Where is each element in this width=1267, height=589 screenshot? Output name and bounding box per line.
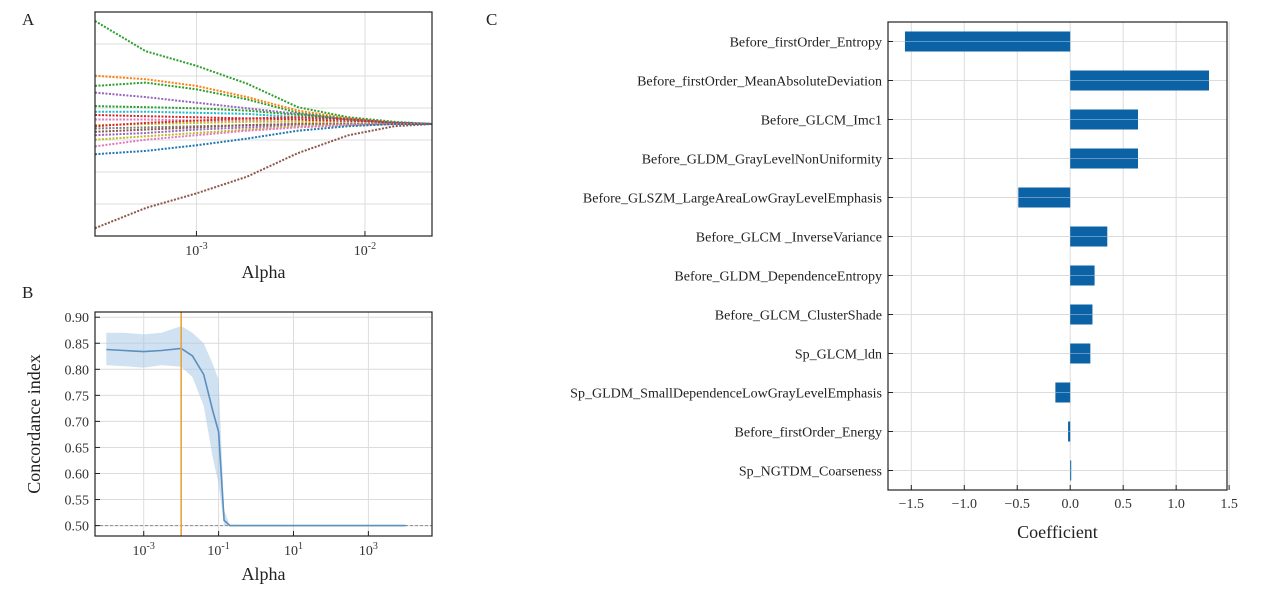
- coefficient-bar: [904, 31, 1071, 52]
- plot-frame: [887, 21, 1228, 491]
- category-label: Before_firstOrder_Energy: [735, 426, 882, 441]
- coefficient-bar: [1070, 460, 1072, 481]
- x-tick-label: −0.5: [1005, 497, 1030, 512]
- panel-b-label: B: [22, 283, 33, 302]
- category-label: Sp_GLDM_SmallDependenceLowGrayLevelEmpha…: [570, 387, 882, 402]
- coefficient-bar: [1055, 382, 1071, 403]
- plot-frame: [94, 311, 433, 537]
- y-tick-label: 0.65: [65, 441, 90, 456]
- panel-a-lasso-path-chart: 10-3 10-2 Alpha: [94, 11, 433, 282]
- x-tick-label: −1.0: [952, 497, 977, 512]
- y-tick-label: 0.55: [65, 494, 90, 509]
- x-tick-label: 10-2: [354, 241, 376, 259]
- coefficient-bar: [1018, 187, 1071, 208]
- coefficient-path-line: [94, 123, 432, 148]
- x-tick-label: 1.0: [1167, 497, 1185, 512]
- x-tick-label: 103: [359, 541, 378, 559]
- coefficient-path-line: [94, 123, 432, 156]
- y-tick-label: 0.75: [65, 389, 90, 404]
- coefficient-path-line: [94, 20, 433, 125]
- y-axis-title: Concordance index: [24, 354, 44, 493]
- mean-concordance-line: [106, 347, 406, 527]
- coefficient-path-line: [94, 123, 432, 141]
- panel-c-label: C: [486, 10, 497, 29]
- x-axis-title: Alpha: [242, 262, 286, 282]
- confidence-band: [106, 326, 406, 526]
- x-tick-label: 0.5: [1114, 497, 1132, 512]
- category-label: Before_GLSZM_LargeAreaLowGrayLevelEmphas…: [583, 192, 882, 207]
- category-label: Before_GLDM_DependenceEntropy: [674, 270, 882, 285]
- plot-frame: [94, 11, 433, 237]
- x-axis-title: Alpha: [242, 564, 286, 584]
- y-tick-label: 0.60: [65, 467, 90, 482]
- y-tick-label: 0.50: [65, 520, 90, 535]
- panel-b-concordance-chart: 0.90 0.85 0.80 0.75 0.70 0.65 0.60 0.55 0.50 10-3…: [24, 311, 433, 584]
- coefficient-path-line: [94, 123, 433, 230]
- coefficient-path-line: [94, 116, 433, 128]
- category-label: Before_GLCM_ClusterShade: [715, 309, 882, 324]
- coefficient-path-line: [94, 91, 433, 125]
- x-tick-label: 10-1: [207, 541, 229, 559]
- coefficient-bar: [1068, 421, 1071, 442]
- x-tick-label: 10-3: [133, 541, 155, 559]
- x-tick-label: 10-3: [185, 241, 207, 259]
- x-tick-label: −1.5: [899, 497, 924, 512]
- x-axis-title: Coefficient: [1017, 522, 1098, 542]
- category-label: Before_firstOrder_Entropy: [730, 36, 882, 51]
- category-label: Before_GLCM _InverseVariance: [696, 231, 882, 246]
- coefficient-bar: [1070, 109, 1139, 130]
- coefficient-bar: [1070, 70, 1209, 91]
- y-tick-label: 0.80: [65, 363, 90, 378]
- panel-a-label: A: [22, 10, 35, 29]
- coefficient-path-line: [94, 74, 433, 125]
- category-label: Sp_GLCM_ldn: [795, 348, 882, 363]
- y-tick-label: 0.90: [65, 311, 90, 326]
- coefficient-bar: [1070, 148, 1139, 169]
- coefficient-bar: [1070, 226, 1108, 247]
- y-tick-label: 0.85: [65, 337, 90, 352]
- y-tick-label: 0.70: [65, 415, 90, 430]
- x-tick-label: 1.5: [1220, 497, 1238, 512]
- coefficient-bar: [1070, 343, 1091, 364]
- category-label: Before_GLCM_Imc1: [761, 114, 882, 129]
- category-label: Before_GLDM_GrayLevelNonUniformity: [642, 153, 882, 168]
- category-label: Sp_NGTDM_Coarseness: [739, 465, 882, 480]
- coefficient-bar: [1070, 265, 1095, 286]
- panel-c-coefficient-chart: Before_firstOrder_Entropy Before_firstOrd…: [570, 21, 1238, 542]
- category-label: Before_firstOrder_MeanAbsoluteDeviation: [637, 75, 882, 90]
- coefficient-bar: [1070, 304, 1093, 325]
- x-tick-label: 0.0: [1061, 497, 1079, 512]
- x-tick-label: 101: [284, 541, 303, 559]
